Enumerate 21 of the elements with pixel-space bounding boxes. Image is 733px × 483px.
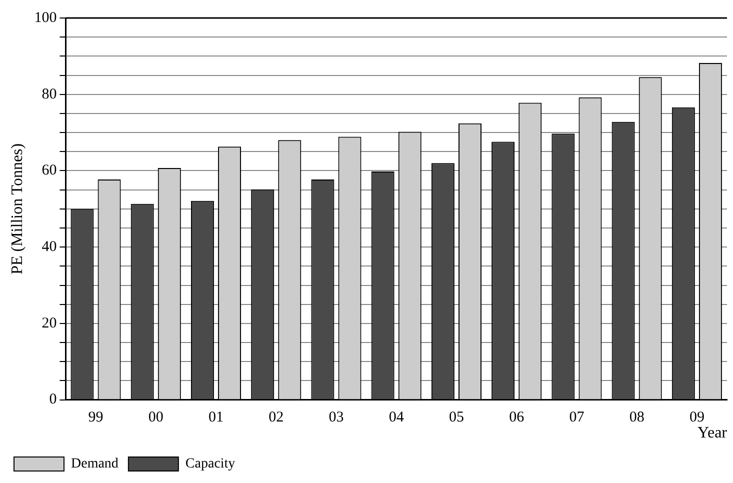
x-tick-label: 06 bbox=[509, 410, 525, 426]
x-axis-title: Year bbox=[698, 424, 728, 442]
x-tick-label: 04 bbox=[388, 410, 404, 426]
x-tick-label: 03 bbox=[328, 410, 344, 426]
x-tick-label: 99 bbox=[88, 410, 104, 426]
x-tick-label: 08 bbox=[629, 410, 644, 426]
y-axis-title: PE (Million Tonnes) bbox=[8, 143, 26, 274]
x-tick-label: 00 bbox=[148, 410, 164, 426]
y-tick-label: 20 bbox=[42, 315, 57, 332]
legend-label: Capacity bbox=[185, 456, 236, 472]
x-tick-label: 07 bbox=[569, 410, 585, 426]
x-tick-label: 02 bbox=[268, 410, 284, 426]
y-tick-label: 100 bbox=[34, 10, 57, 26]
x-tick-label: 01 bbox=[208, 410, 224, 426]
x-tick-label: 09 bbox=[689, 410, 704, 426]
legend-label: Demand bbox=[71, 456, 118, 472]
y-tick-label: 0 bbox=[49, 392, 57, 408]
x-tick-label: 05 bbox=[448, 410, 464, 426]
y-tick-label: 80 bbox=[42, 86, 57, 102]
y-tick-label: 40 bbox=[42, 239, 57, 256]
y-tick-label: 60 bbox=[42, 162, 57, 179]
